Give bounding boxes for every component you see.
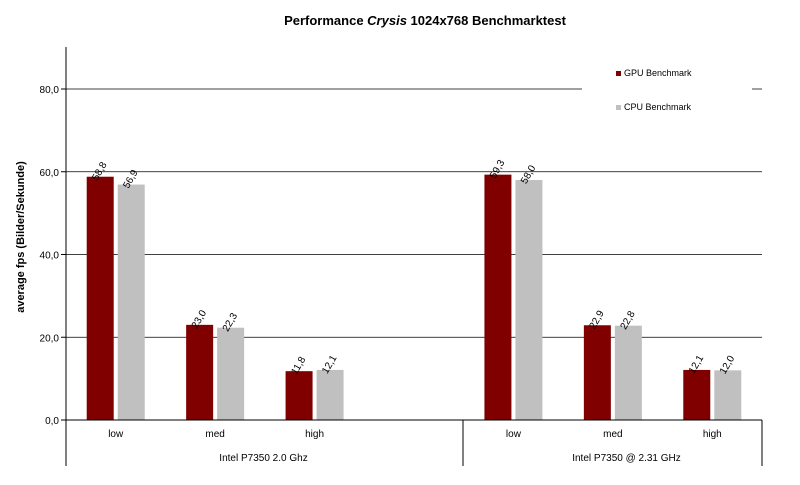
cpu-bar [714,370,742,420]
chart-title: Performance Crysis 1024x768 Benchmarktes… [284,13,567,28]
legend-box [582,59,752,127]
gpu-bar [186,324,214,420]
gpu-bar [86,176,114,420]
y-tick-label: 20,0 [40,333,60,344]
y-axis-label: average fps (Bilder/Sekunde) [15,161,27,313]
category-label: high [703,429,722,440]
legend-label: GPU Benchmark [624,68,692,78]
category-label: low [108,429,124,440]
legend-swatch [616,105,621,110]
y-tick-label: 0,0 [45,416,59,427]
gpu-bar [683,369,711,420]
legend: GPU Benchmark CPU Benchmark [582,59,752,127]
cpu-bar [217,327,245,420]
cpu-bar [515,180,543,420]
gpu-bar [285,371,313,420]
group-label: Intel P7350 2.0 Ghz [219,453,307,464]
cpu-bar [316,369,344,420]
title-suffix: 1024x768 Benchmarktest [407,13,567,28]
legend-label: CPU Benchmark [624,102,692,112]
cpu-bar [614,325,642,420]
bars [86,174,742,420]
cpu-bar [117,184,145,420]
category-label: med [205,429,224,440]
axes [61,47,763,466]
gpu-bar [484,174,512,420]
y-tick-label: 80,0 [40,85,60,96]
category-label: med [603,429,622,440]
title-prefix: Performance [284,13,367,28]
y-tick-label: 60,0 [40,168,60,179]
group-label: Intel P7350 @ 2.31 GHz [572,453,681,464]
category-label: high [305,429,324,440]
legend-swatch [616,71,621,76]
y-tick-label: 40,0 [40,251,60,262]
category-label: low [506,429,522,440]
title-game: Crysis [367,13,407,28]
gpu-bar [583,325,611,420]
